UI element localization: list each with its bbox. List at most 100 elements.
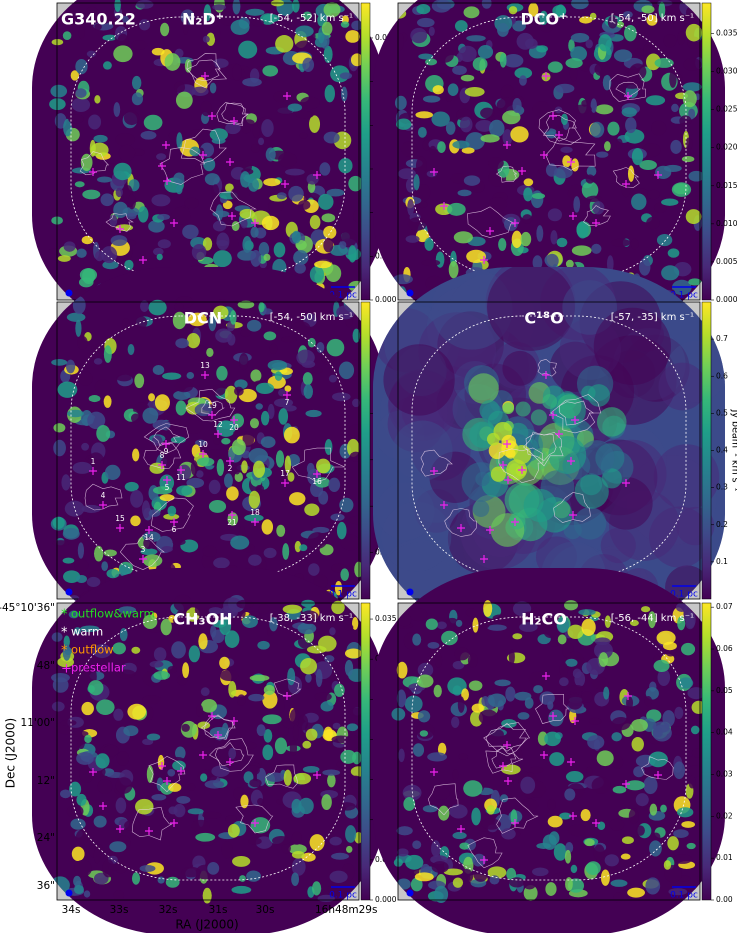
- emission-blob: [265, 147, 276, 162]
- emission-blob: [160, 618, 172, 636]
- emission-blob: [586, 766, 593, 777]
- emission-blob: [167, 665, 178, 674]
- emission-blob: [157, 239, 171, 249]
- core-marker: [480, 256, 488, 264]
- emission-blob: [463, 175, 481, 186]
- emission-blob: [108, 863, 121, 871]
- core-marker: [214, 731, 222, 739]
- emission-blob: [688, 754, 706, 768]
- emission-blob: [228, 680, 237, 698]
- x-tick-label: 33s: [110, 904, 129, 916]
- emission-blob: [658, 362, 707, 411]
- emission-blob: [242, 431, 255, 448]
- contour: [265, 764, 299, 789]
- emission-blob: [83, 890, 91, 898]
- emission-blob: [94, 95, 101, 104]
- emission-blob: [291, 230, 301, 244]
- emission-blob: [463, 6, 480, 19]
- emission-blob: [569, 65, 578, 82]
- core-marker: [503, 141, 511, 149]
- emission-blob: [142, 738, 154, 746]
- emission-blob: [547, 208, 563, 222]
- emission-blob: [100, 193, 114, 207]
- beam: [406, 588, 414, 596]
- emission-blob: [228, 747, 237, 760]
- emission-blob: [106, 568, 120, 579]
- emission-blob: [607, 121, 620, 136]
- emission-blob: [594, 62, 611, 77]
- emission-blob: [404, 695, 423, 713]
- emission-blob: [278, 408, 289, 425]
- emission-blob: [383, 344, 455, 416]
- core-marker: [208, 411, 216, 419]
- emission-blob: [483, 600, 493, 617]
- emission-blob: [300, 96, 321, 110]
- emission-blob: [648, 751, 668, 768]
- emission-blob: [258, 302, 265, 313]
- emission-blob: [559, 662, 569, 678]
- emission-blob: [464, 87, 485, 97]
- emission-blob: [231, 221, 240, 232]
- emission-blob: [273, 91, 287, 103]
- emission-blob: [131, 872, 141, 885]
- emission-blob: [586, 165, 597, 177]
- core-label: 11: [176, 473, 186, 482]
- core-marker: [116, 825, 124, 833]
- emission-blob: [675, 602, 688, 613]
- colorbar: [360, 602, 371, 901]
- emission-blob: [76, 793, 87, 806]
- emission-blob: [73, 627, 82, 635]
- emission-blob: [339, 72, 353, 80]
- beam: [65, 289, 73, 297]
- emission-blob: [230, 19, 250, 35]
- emission-blob: [656, 630, 676, 645]
- emission-blob: [301, 852, 316, 862]
- emission-blob: [257, 798, 264, 806]
- emission-blob: [50, 84, 68, 98]
- emission-blob: [307, 532, 328, 549]
- emission-blob: [345, 825, 357, 843]
- emission-blob: [305, 409, 322, 418]
- emission-blob: [328, 477, 341, 492]
- emission-blob: [679, 115, 692, 127]
- emission-blob: [477, 45, 494, 59]
- contour: [148, 755, 186, 793]
- emission-blob: [589, 121, 605, 138]
- panel: CH₃OH [-38, -33] km s⁻¹0.1 pc* outflow&war…: [32, 568, 384, 933]
- emission-blob: [488, 442, 506, 460]
- emission-blob: [631, 719, 648, 732]
- emission-blob: [80, 625, 100, 633]
- contour: [105, 212, 134, 232]
- velocity-range: [-54, -50] km s⁻¹: [611, 13, 694, 24]
- emission-blob: [528, 766, 544, 774]
- emission-blob: [454, 20, 468, 32]
- core-marker: [251, 219, 259, 227]
- emission-blob: [396, 689, 407, 708]
- emission-blob: [660, 804, 667, 813]
- emission-blob: [194, 602, 211, 617]
- emission-blob: [314, 692, 332, 702]
- panel-frame: [56, 602, 360, 901]
- emission-blob: [405, 235, 420, 243]
- core-marker: [230, 717, 238, 725]
- contour: [483, 722, 531, 757]
- emission-blob: [311, 881, 322, 896]
- emission-blob: [242, 119, 255, 127]
- emission-blob: [494, 679, 511, 687]
- emission-blob: [517, 712, 530, 720]
- emission-blob: [473, 866, 488, 882]
- emission-blob: [621, 107, 637, 118]
- emission-blob: [191, 86, 209, 97]
- emission-blob: [184, 197, 199, 209]
- emission-blob: [261, 519, 274, 535]
- colorbar-tick-label: 0.005: [716, 257, 737, 266]
- emission-blob: [611, 716, 631, 731]
- emission-blob: [135, 0, 154, 9]
- emission-blob: [596, 750, 614, 767]
- core-marker: [283, 692, 291, 700]
- emission-blob: [690, 725, 700, 735]
- core-marker: [542, 72, 550, 80]
- emission-blob: [52, 540, 70, 547]
- emission-blob: [376, 482, 435, 541]
- emission-blob: [454, 647, 470, 661]
